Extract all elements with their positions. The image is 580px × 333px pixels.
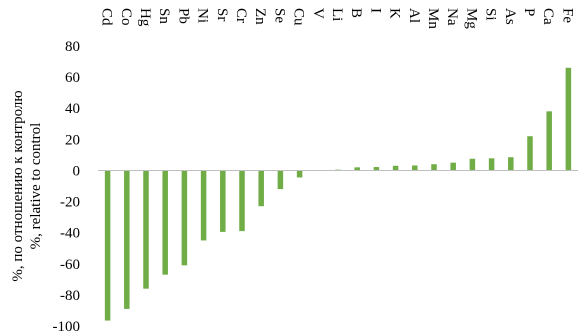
bar-si [488, 158, 495, 171]
category-label: Cd [99, 8, 115, 26]
bar-mg [469, 158, 476, 171]
category-label: Hg [137, 8, 153, 27]
bar-pb [181, 170, 188, 266]
bars [104, 67, 572, 321]
bar-cr [239, 170, 245, 232]
category-label: Zn [252, 8, 268, 25]
bar-al [412, 165, 418, 171]
bar-na [450, 162, 456, 171]
bar-co [124, 170, 130, 309]
category-label: Fe [559, 8, 575, 23]
y-axis-title-line-1: %, по отношению к контролю [10, 90, 26, 281]
category-label: V [310, 8, 326, 19]
bar-sn [162, 170, 168, 275]
bar-se [277, 170, 284, 190]
category-label: B [348, 8, 364, 18]
bar-cd [104, 170, 111, 321]
category-label: I [367, 8, 383, 13]
bar-fe [565, 67, 572, 171]
category-label: As [502, 8, 518, 25]
y-axis-ticks: -100 -80 -60 -40 -20 0 20 40 60 80 [53, 39, 81, 333]
category-label: Pb [175, 8, 191, 24]
y-tick-label: -100 [53, 319, 81, 333]
y-tick-label: -20 [60, 195, 80, 211]
bar-cu [296, 170, 303, 178]
category-label: Se [271, 8, 287, 23]
category-label: Li [329, 8, 345, 21]
y-tick-label: 0 [73, 163, 81, 179]
y-tick-label: 20 [65, 132, 80, 148]
category-label: P [521, 8, 537, 16]
category-label: Co [118, 8, 134, 26]
category-label: Cu [291, 8, 307, 26]
category-label: Al [406, 8, 422, 23]
y-tick-label: 60 [65, 70, 80, 86]
bar-mn [431, 164, 437, 171]
category-label: K [387, 8, 403, 19]
bar-p [527, 136, 533, 171]
y-tick-label: -60 [60, 257, 80, 273]
bar-hg [143, 170, 149, 289]
bar-k [392, 165, 399, 171]
bar-sr [220, 170, 226, 232]
y-tick-label: -40 [60, 226, 80, 242]
y-tick-label: -80 [60, 288, 80, 304]
category-label: Si [483, 8, 499, 21]
bar-b [354, 167, 360, 171]
bar-ca [546, 111, 552, 171]
category-labels: Cd Co Hg Sn Pb Ni Sr Cr Zn Se Cu V Li B I K Al Mn Na Mg Si As… [99, 8, 576, 29]
category-label: Sr [214, 8, 230, 21]
bar-as [508, 157, 514, 171]
category-label: Mn [425, 8, 441, 29]
bar-i [373, 167, 380, 171]
y-tick-label: 40 [65, 101, 80, 117]
category-label: Ni [195, 8, 211, 23]
y-axis-title-line-2: %, relative to control [28, 123, 44, 250]
category-label: Cr [233, 8, 249, 23]
category-label: Ca [540, 8, 556, 25]
category-label: Sn [156, 8, 172, 24]
bar-zn [258, 170, 264, 207]
y-tick-label: 80 [65, 39, 80, 55]
category-label: Mg [463, 8, 479, 29]
y-axis-title: %, по отношению к контролю %, relative t… [10, 90, 44, 281]
bar-ni [200, 170, 207, 241]
category-label: Na [444, 8, 460, 26]
